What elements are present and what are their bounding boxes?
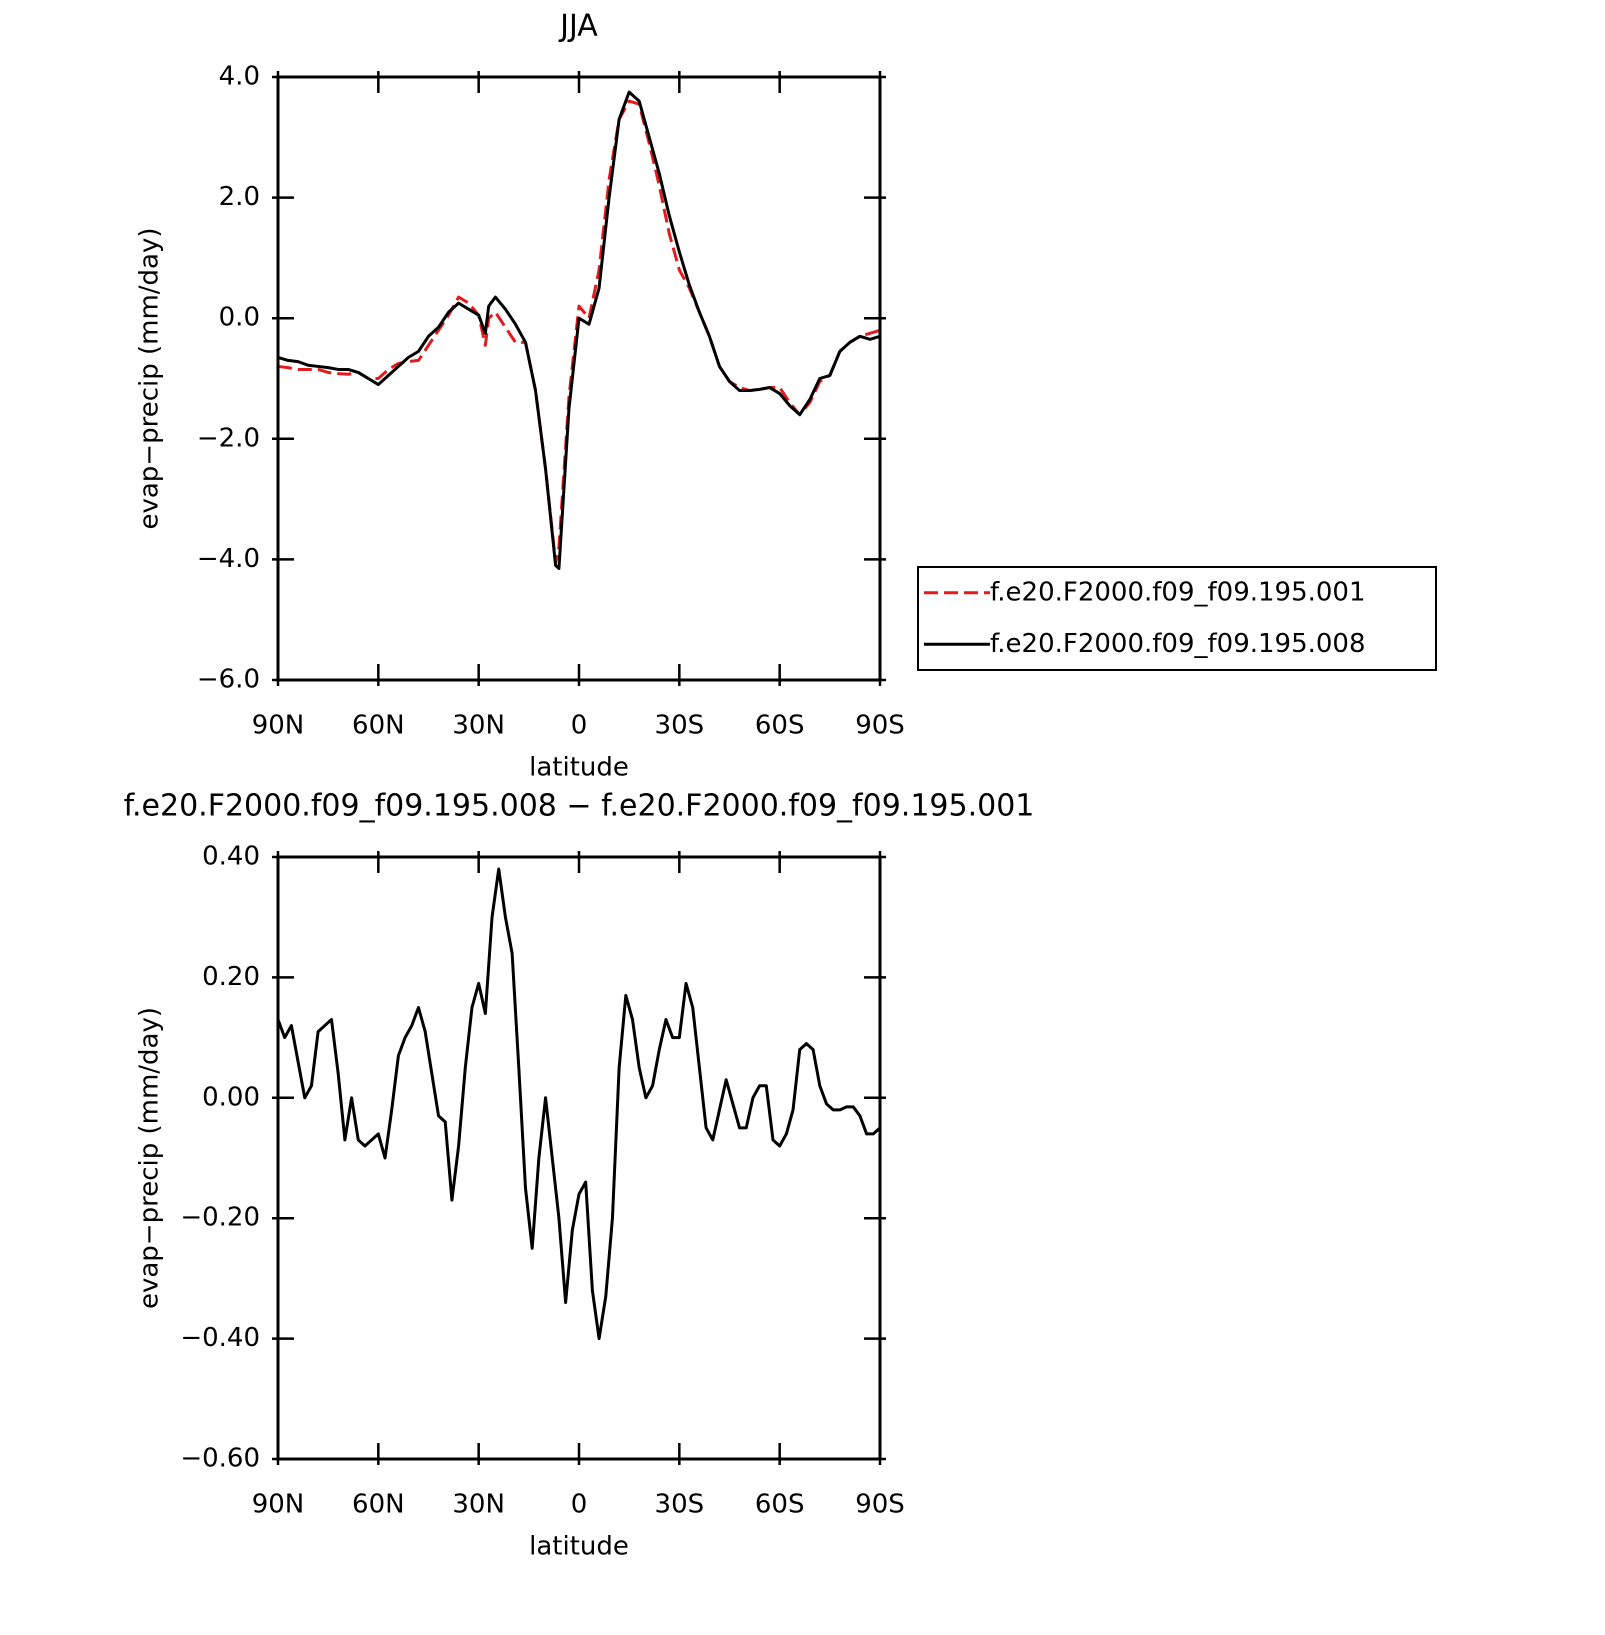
legend-box bbox=[917, 566, 1437, 671]
data-line bbox=[277, 90, 881, 570]
y-axis-label: evap−precip (mm/day) bbox=[135, 1007, 165, 1309]
y-tick-label: 0.20 bbox=[202, 962, 260, 992]
y-tick-label: −2.0 bbox=[197, 423, 260, 453]
plot-frame bbox=[276, 75, 882, 682]
y-tick-label: 2.0 bbox=[219, 182, 260, 212]
x-tick-label: 0 bbox=[571, 1490, 588, 1520]
y-tick-label: −0.20 bbox=[180, 1203, 260, 1233]
x-tick-label: 30S bbox=[655, 1490, 705, 1520]
x-tick-label: 90S bbox=[855, 711, 905, 741]
y-axis-label: evap−precip (mm/day) bbox=[135, 227, 165, 529]
x-tick-label: 90N bbox=[252, 1490, 305, 1520]
y-tick-label: −0.60 bbox=[180, 1444, 260, 1474]
x-tick-label: 90N bbox=[252, 711, 305, 741]
x-axis-label: latitude bbox=[529, 1532, 629, 1562]
x-tick-label: 0 bbox=[571, 711, 588, 741]
x-tick-label: 60S bbox=[755, 711, 805, 741]
y-tick-label: 0.00 bbox=[202, 1082, 260, 1112]
y-tick-label: 0.40 bbox=[202, 842, 260, 872]
x-tick-label: 60N bbox=[352, 711, 405, 741]
x-tick-label: 30N bbox=[452, 711, 505, 741]
x-axis-label: latitude bbox=[529, 753, 629, 783]
x-tick-label: 90S bbox=[855, 1490, 905, 1520]
x-tick-label: 60S bbox=[755, 1490, 805, 1520]
x-tick-label: 30S bbox=[655, 711, 705, 741]
y-tick-label: −4.0 bbox=[197, 544, 260, 574]
chart-title: f.e20.F2000.f09_f09.195.008 − f.e20.F200… bbox=[124, 789, 1035, 824]
y-tick-label: −6.0 bbox=[197, 665, 260, 695]
y-tick-label: 0.0 bbox=[219, 303, 260, 333]
x-tick-label: 60N bbox=[352, 1490, 405, 1520]
chart-title: JJA bbox=[558, 9, 598, 44]
plot-frame bbox=[276, 855, 882, 1461]
y-tick-label: −0.40 bbox=[180, 1323, 260, 1353]
legend-label: f.e20.F2000.f09_f09.195.008 bbox=[990, 629, 1366, 659]
y-tick-label: 4.0 bbox=[219, 62, 260, 92]
data-line bbox=[276, 867, 882, 1341]
legend-label: f.e20.F2000.f09_f09.195.001 bbox=[990, 577, 1366, 607]
x-tick-label: 30N bbox=[452, 1490, 505, 1520]
